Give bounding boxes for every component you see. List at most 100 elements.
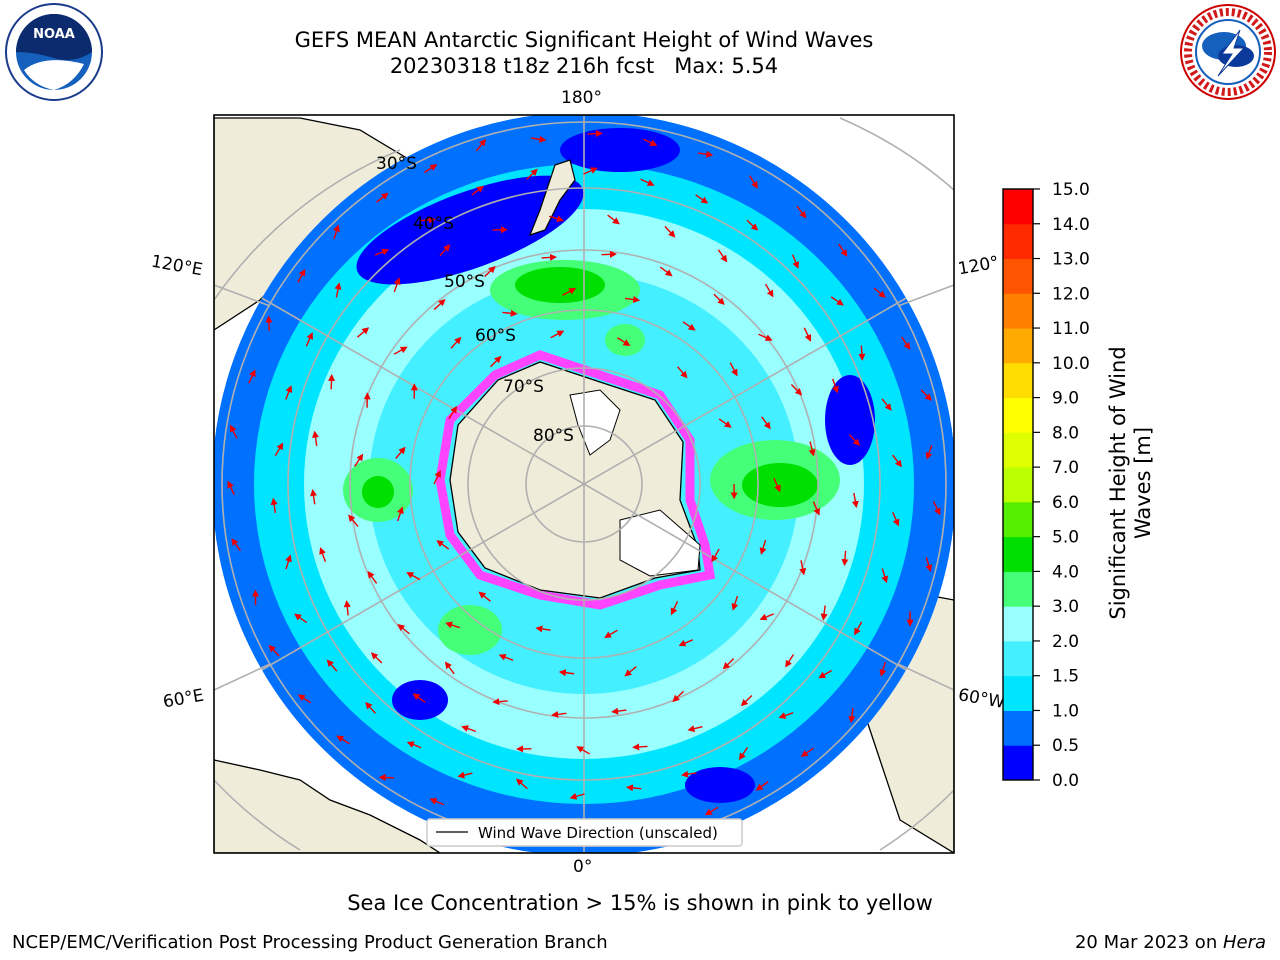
wind-arrow	[531, 135, 547, 143]
wind-arrow	[711, 548, 720, 563]
wind-arrow	[695, 194, 709, 204]
colorbar-segment	[1003, 710, 1033, 746]
colorbar-tick-label: 14.0	[1052, 215, 1090, 235]
wind-arrow	[759, 613, 775, 621]
wind-arrow	[830, 296, 844, 306]
wind-arrow	[365, 701, 376, 714]
wind-arrow	[515, 778, 528, 790]
wind-arrow	[659, 266, 673, 277]
wind-arrow	[450, 336, 462, 349]
wind-arrow	[439, 244, 451, 257]
wind-arrow	[319, 547, 327, 562]
colorbar-segment	[1003, 223, 1033, 260]
wind-arrow	[370, 652, 383, 664]
wind-arrow	[549, 215, 564, 223]
wind-arrow	[328, 373, 336, 390]
wind-arrow	[632, 743, 648, 751]
lat-label-50s: 50°S	[444, 272, 485, 292]
colorbar-segment	[1003, 328, 1033, 364]
lat-label-60s: 60°S	[475, 326, 516, 346]
wind-arrow	[356, 327, 370, 338]
colorbar-tick-label: 12.0	[1052, 284, 1090, 304]
wind-arrow	[624, 666, 637, 677]
wind-arrow	[676, 366, 688, 379]
wind-arrow	[395, 446, 406, 459]
colorbar-segment	[1003, 571, 1033, 607]
wind-arrow	[729, 362, 738, 377]
wind-arrow	[294, 613, 308, 624]
wind-arrow	[761, 416, 771, 430]
colorbar-label-line2: Waves [m]	[1131, 427, 1155, 539]
wind-arrow	[854, 621, 863, 636]
lat-label-40s: 40°S	[413, 214, 454, 234]
wind-arrow	[312, 430, 319, 446]
colorbar-segment	[1003, 640, 1033, 677]
wind-arrow	[672, 690, 684, 703]
wind-arrow	[230, 424, 238, 439]
wind-arrow	[583, 167, 598, 175]
wind-arrow	[569, 792, 585, 800]
wind-arrow	[393, 277, 401, 293]
footer-branch: NCEP/EMC/Verification Post Processing Pr…	[12, 932, 608, 953]
colorbar-segment	[1003, 467, 1033, 503]
wind-arrow	[558, 669, 575, 677]
wind-arrow	[873, 287, 886, 298]
colorbar-tick-label: 3.0	[1052, 597, 1079, 617]
wind-arrow	[498, 653, 514, 661]
wind-arrow	[812, 501, 820, 516]
wind-arrow	[601, 250, 617, 258]
wind-arrow	[285, 385, 293, 400]
wind-arrow	[808, 441, 816, 457]
lon-label-180: 180°	[561, 88, 602, 108]
wind-arrow	[617, 337, 631, 346]
wind-arrow	[268, 644, 280, 657]
arrow-legend-box	[426, 818, 743, 847]
colorbar-tick-label: 11.0	[1052, 319, 1090, 339]
wind-arrow	[682, 321, 696, 331]
colorbar-tick-label: 4.0	[1052, 562, 1079, 582]
wind-arrow	[551, 710, 567, 718]
wind-arrow	[848, 434, 861, 447]
colorbar-tick-label: 13.0	[1052, 250, 1090, 270]
wind-arrow	[489, 355, 502, 368]
colorbar-segment	[1003, 745, 1033, 781]
wind-arrow	[562, 288, 577, 296]
colorbar-segment	[1003, 675, 1033, 711]
wind-arrow	[611, 707, 627, 715]
wind-arrow	[607, 214, 620, 225]
wind-arrow	[796, 205, 807, 219]
wind-arrow	[758, 333, 773, 341]
wind-arrow	[461, 725, 476, 733]
wind-arrow	[901, 336, 911, 350]
wind-arrow	[285, 554, 292, 570]
wind-arrow	[773, 477, 781, 493]
wind-arrow	[541, 253, 557, 261]
wind-arrow	[433, 470, 441, 485]
wind-arrow	[749, 175, 758, 189]
colorbar-tick-label: 1.5	[1052, 667, 1079, 687]
wind-arrow	[274, 442, 284, 457]
lat-label-30s: 30°S	[376, 154, 417, 174]
colorbar-segment	[1003, 606, 1033, 642]
wind-arrow	[881, 398, 892, 411]
wind-arrow	[396, 506, 404, 522]
wind-arrow	[892, 511, 900, 527]
wind-arrow	[881, 568, 889, 584]
lat-label-80s: 80°S	[533, 426, 574, 446]
wind-arrow	[354, 453, 364, 467]
wind-arrow	[803, 327, 812, 342]
wind-arrow	[393, 346, 408, 355]
wind-arrow	[420, 216, 436, 224]
wind-arrow	[718, 418, 732, 428]
wind-arrow	[604, 629, 618, 639]
wind-arrow	[746, 219, 759, 231]
colorbar-label-line1: Significant Height of Wind	[1106, 346, 1130, 619]
wind-arrow	[305, 332, 313, 347]
wind-arrow	[892, 454, 902, 468]
wind-arrow	[265, 315, 273, 331]
wind-arrow	[755, 781, 769, 791]
wind-arrow	[576, 746, 590, 755]
noaa-logo-icon: NOAA	[5, 3, 103, 101]
wind-arrow	[227, 480, 235, 495]
wind-arrow	[932, 501, 941, 516]
